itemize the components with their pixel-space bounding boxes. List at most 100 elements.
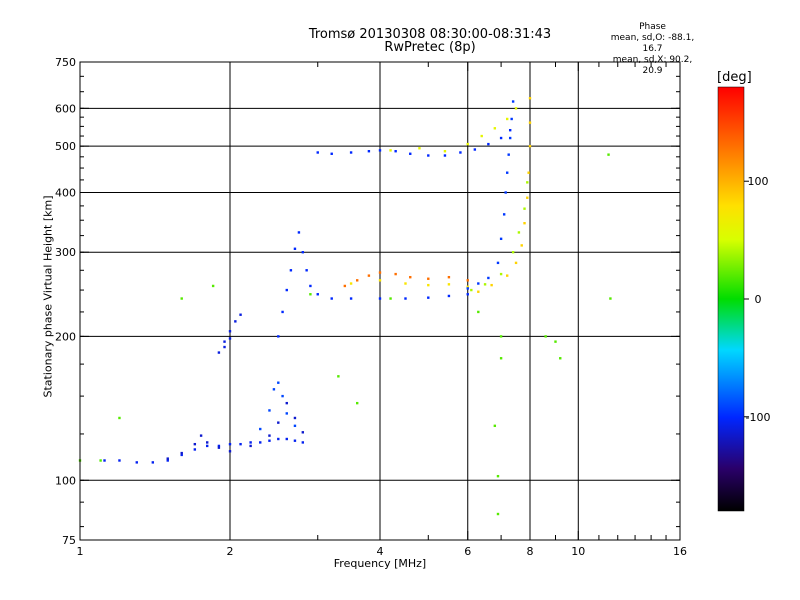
y-tick-label: 750: [55, 56, 76, 69]
data-point: [470, 288, 473, 292]
data-point: [166, 459, 169, 462]
data-point: [508, 136, 512, 140]
data-point: [118, 416, 121, 420]
x-tick-label: 16: [673, 545, 687, 558]
y-tick-label: 600: [55, 102, 76, 115]
data-point: [477, 310, 480, 314]
data-point: [447, 294, 451, 298]
data-point: [496, 474, 500, 478]
colorbar-label: [deg]: [717, 70, 752, 85]
data-point: [277, 437, 280, 441]
data-point: [505, 117, 509, 121]
data-point: [285, 288, 288, 292]
data-point: [285, 412, 288, 415]
data-point: [99, 459, 102, 462]
x-tick-label: 2: [227, 545, 234, 558]
data-point: [507, 153, 510, 156]
data-point: [559, 357, 562, 360]
data-points: [78, 96, 612, 516]
y-tick-label: 75: [62, 534, 76, 547]
data-point: [499, 136, 503, 140]
data-point: [378, 271, 382, 274]
data-point: [427, 154, 430, 157]
data-point: [487, 276, 490, 280]
data-point: [389, 149, 392, 152]
data-point: [418, 147, 421, 150]
phase-stats-o: mean, sd,O: -88.1, 16.7: [610, 33, 695, 54]
data-point: [301, 251, 305, 254]
data-point: [523, 207, 526, 210]
grid-lines: [80, 62, 680, 540]
data-point: [526, 196, 529, 199]
data-point: [349, 151, 353, 154]
data-point: [404, 297, 407, 300]
data-point: [367, 274, 371, 277]
data-point: [234, 320, 237, 323]
data-point: [285, 401, 288, 405]
y-axis-label: Stationary phase Virtual Height [km]: [41, 195, 55, 398]
data-point: [205, 441, 209, 444]
data-point: [277, 421, 280, 424]
data-point: [199, 434, 203, 437]
x-tick-label: 8: [527, 545, 534, 558]
data-point: [305, 269, 308, 272]
data-point: [483, 283, 487, 286]
y-tick-label: 300: [55, 246, 76, 259]
data-point: [394, 272, 397, 276]
data-point: [217, 446, 221, 449]
colorbar-ticks: 100 0 -100: [744, 175, 770, 424]
data-point: [301, 431, 305, 434]
y-axis-ticks: 75 100 200 300 400 500 600 750: [55, 56, 680, 547]
data-point: [228, 330, 232, 333]
data-point: [349, 297, 353, 300]
data-point: [499, 237, 503, 241]
x-tick-label: 6: [464, 545, 471, 558]
data-point: [217, 351, 221, 354]
data-point: [607, 153, 610, 156]
phase-stats: Phase mean, sd,O: -88.1, 16.7 mean, sd,X…: [605, 22, 700, 77]
data-point: [466, 287, 469, 290]
data-point: [443, 150, 447, 153]
data-point: [427, 277, 430, 280]
data-point: [135, 461, 138, 464]
data-point: [249, 441, 252, 444]
data-point: [301, 441, 305, 444]
data-point: [508, 128, 512, 132]
data-point: [409, 152, 412, 155]
data-point: [193, 448, 197, 451]
data-point: [505, 274, 509, 277]
data-point: [499, 357, 503, 360]
data-point: [527, 171, 530, 174]
data-point: [499, 272, 503, 276]
data-point: [477, 290, 480, 293]
data-point: [249, 444, 252, 448]
data-point: [289, 269, 293, 272]
data-point: [544, 335, 547, 338]
data-point: [502, 213, 506, 216]
data-point: [443, 154, 447, 157]
data-point: [103, 459, 106, 462]
data-point: [496, 261, 500, 265]
data-point: [473, 148, 477, 151]
y-tick-label: 400: [55, 186, 76, 199]
data-point: [180, 451, 183, 455]
y-tick-label: 100: [55, 474, 76, 487]
x-axis-ticks: 1 2 4 6 8 10 16: [77, 62, 687, 558]
data-point: [378, 149, 382, 152]
data-point: [505, 171, 509, 174]
data-point: [427, 283, 430, 287]
data-point: [343, 284, 347, 288]
data-point: [378, 297, 382, 300]
data-point: [367, 150, 371, 153]
data-point: [223, 340, 226, 343]
data-point: [285, 437, 288, 441]
data-point: [228, 337, 232, 340]
data-point: [239, 442, 242, 446]
data-point: [511, 100, 515, 103]
data-point: [493, 424, 497, 428]
data-point: [330, 152, 333, 155]
data-point: [309, 293, 312, 296]
data-point: [389, 297, 392, 300]
data-point: [447, 275, 451, 279]
data-point: [293, 416, 297, 420]
